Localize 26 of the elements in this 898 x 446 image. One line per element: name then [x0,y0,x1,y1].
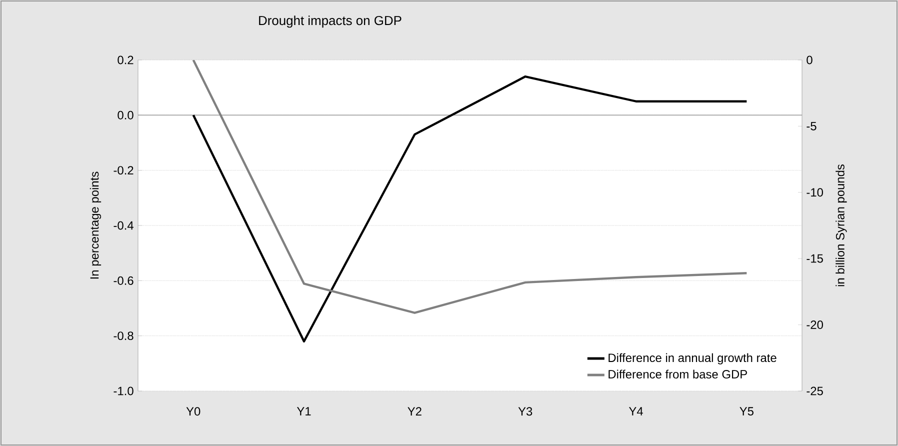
line-series [192,75,748,342]
y2-axis-title: in billion Syrian pounds [836,164,847,286]
x-tick-label: Y5 [740,407,754,416]
x-tick-label: Y0 [186,407,200,416]
chart-title: Drought impacts on GDP [259,16,402,28]
y-axis-title: In percentage points [90,172,102,279]
y2-tick-label: -10 [806,188,824,197]
legend-label: Difference in annual growth rate [608,353,776,364]
y2-tick-label: -5 [806,122,816,130]
line-series [192,60,748,314]
y2-tick-label: -20 [806,320,824,330]
y2-tick-label: -25 [806,386,823,396]
y-tick-label: -0.2 [114,166,134,175]
x-tick-label: Y1 [296,407,311,416]
y-tick-label: 0.0 [118,110,134,120]
y-tick-label: -1.0 [114,386,134,396]
y2-tick-label: -15 [806,254,823,263]
y2-tick-label: 0 [806,56,812,64]
y-tick-label: -0.6 [114,276,134,285]
legend-label: Difference from base GDP [608,370,747,378]
x-tick-label: Y3 [518,407,532,416]
x-tick-label: Y2 [408,407,422,416]
y-tick-label: -0.4 [114,221,134,230]
y-tick-label: -0.8 [114,332,134,340]
x-tick-label: Y4 [628,407,643,416]
y-tick-label: 0.2 [118,56,134,64]
